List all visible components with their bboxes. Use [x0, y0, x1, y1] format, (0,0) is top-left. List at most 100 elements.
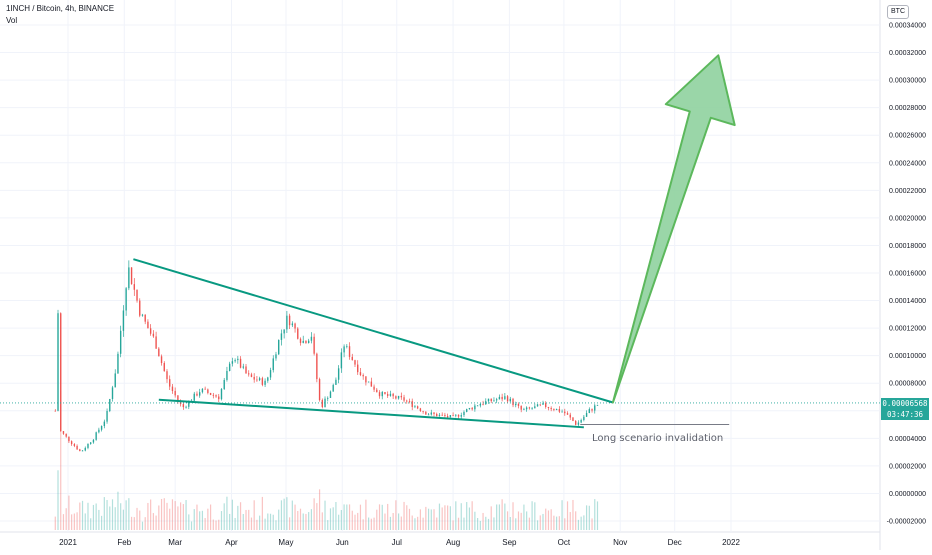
candle-body: [291, 323, 294, 326]
candle-body: [92, 439, 95, 443]
candle-body: [517, 403, 520, 406]
candle-body: [427, 414, 430, 416]
volume-bar: [566, 501, 569, 530]
candle-body: [106, 411, 108, 422]
volume-bar: [373, 517, 375, 530]
volume-bar: [378, 504, 381, 530]
volume-bar: [177, 506, 179, 530]
volume-bar: [452, 520, 454, 530]
candle-body: [152, 333, 155, 337]
volume-bar: [485, 516, 487, 530]
x-tick-label: Jun: [336, 538, 349, 547]
candle-body: [234, 360, 236, 362]
candle-body: [357, 364, 359, 373]
candle-body: [84, 447, 86, 451]
candle-body: [468, 407, 471, 410]
candle-body: [580, 420, 582, 423]
volume-bar: [351, 510, 353, 530]
volume-bar: [275, 520, 277, 530]
candle-body: [520, 405, 522, 410]
volume-bar: [561, 500, 563, 530]
volume-bar: [327, 520, 329, 530]
currency-badge[interactable]: BTC: [887, 5, 909, 19]
volume-bar: [520, 512, 522, 530]
volume-bar: [106, 499, 108, 530]
x-tick-label: 2021: [59, 538, 77, 547]
y-tick-label: 0.00014000: [889, 298, 926, 305]
candle-body: [555, 409, 558, 411]
volume-bar: [207, 508, 209, 530]
candle-body: [438, 414, 441, 417]
candle-body: [318, 379, 321, 401]
volume-bar: [185, 500, 187, 530]
volume-bar: [411, 515, 413, 530]
volume-bar: [215, 520, 217, 530]
volume-bar: [141, 521, 144, 530]
candle-body: [504, 396, 506, 400]
candle-body: [133, 284, 135, 290]
candle-body: [354, 360, 356, 365]
volume-bar: [283, 498, 285, 530]
volume-bar: [92, 504, 95, 530]
volume-bar: [264, 518, 266, 530]
volume-bar: [71, 514, 73, 530]
candle-body: [542, 403, 544, 405]
candle-body: [337, 368, 340, 380]
candle-body: [297, 328, 299, 339]
candle-body: [79, 449, 81, 452]
candle-body: [256, 379, 258, 381]
invalidation-annotation[interactable]: Long scenario invalidation: [592, 433, 724, 444]
candle-body: [245, 366, 247, 374]
candle-body: [239, 358, 242, 368]
volume-label[interactable]: Vol: [6, 16, 18, 25]
volume-bar: [550, 509, 552, 530]
candle-body: [583, 416, 585, 421]
y-tick-label: 0.00016000: [889, 271, 926, 278]
x-tick-label: Sep: [502, 538, 517, 547]
symbol-title[interactable]: 1INCH / Bitcoin, 4h, BINANCE: [6, 4, 115, 13]
candle-body: [389, 393, 392, 396]
candle-body: [381, 392, 383, 397]
volume-bar: [248, 509, 250, 530]
volume-bar: [169, 508, 171, 530]
candle-body: [400, 395, 403, 398]
volume-bar: [130, 516, 133, 530]
volume-bar: [62, 514, 65, 530]
candle-body: [376, 389, 378, 393]
candle-body: [577, 422, 580, 425]
volume-bar: [212, 519, 214, 530]
candle-body: [220, 389, 223, 400]
volume-bar: [449, 506, 451, 530]
volume-bar: [583, 515, 585, 530]
candle-body: [596, 404, 599, 406]
volume-bar: [278, 509, 280, 530]
candle-body: [414, 406, 416, 408]
candle-body: [198, 392, 201, 396]
volume-bar: [144, 517, 146, 530]
candle-body: [397, 395, 400, 399]
volume-bar: [147, 502, 149, 530]
volume-bar: [406, 505, 408, 530]
candle-body: [261, 378, 264, 385]
volume-bar: [354, 514, 356, 530]
candle-body: [166, 371, 168, 380]
volume-bar: [65, 508, 67, 530]
candle-body: [286, 315, 288, 330]
y-tick-label: 0.00002000: [889, 463, 926, 470]
volume-bar: [343, 504, 345, 530]
candle-body: [218, 396, 220, 400]
volume-bar: [109, 506, 111, 530]
volume-bar: [365, 499, 367, 530]
candle-body: [305, 340, 307, 344]
candle-body: [485, 401, 487, 405]
volume-bar: [575, 511, 577, 530]
volume-bar: [564, 518, 566, 530]
candle-body: [288, 315, 291, 326]
candle-body: [550, 407, 552, 410]
volume-bar: [547, 510, 550, 530]
candle-body: [515, 403, 517, 406]
candle-body: [553, 409, 555, 411]
volume-bar: [408, 508, 411, 530]
